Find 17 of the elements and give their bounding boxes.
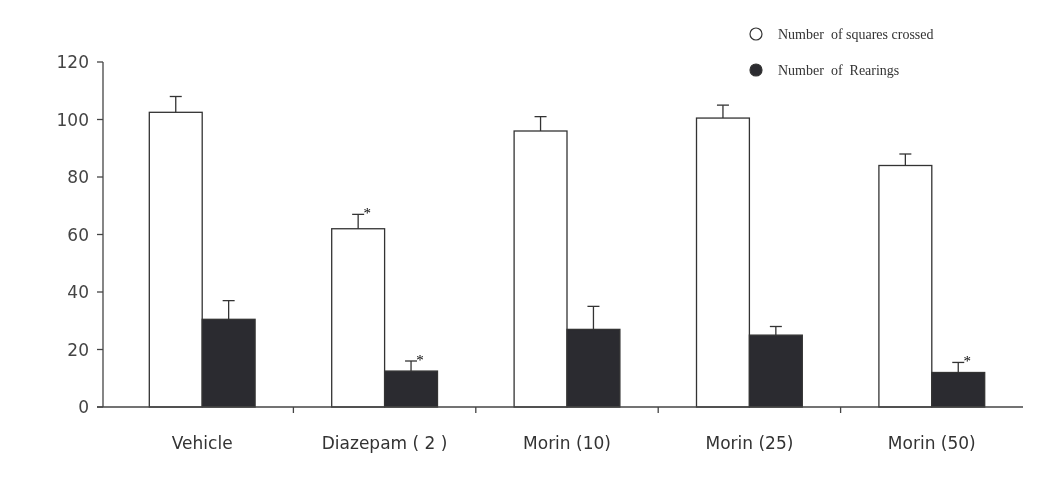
annotation: * bbox=[416, 352, 424, 368]
y-tick-label: 80 bbox=[67, 167, 89, 187]
x-tick-label: Morin (25) bbox=[705, 433, 794, 453]
y-tick-label: 0 bbox=[78, 397, 89, 417]
x-tick-label: Vehicle bbox=[171, 433, 233, 453]
x-tick-label: Morin (50) bbox=[887, 433, 976, 453]
y-tick-label: 60 bbox=[67, 224, 89, 245]
legend-label: Number of squares crossed bbox=[778, 27, 934, 42]
x-tick-label: Morin (10) bbox=[523, 433, 611, 453]
y-tick-label: 40 bbox=[67, 282, 89, 302]
y-tick-label: 100 bbox=[56, 109, 89, 130]
y-tick-label: 120 bbox=[56, 52, 89, 72]
y-tick-label: 20 bbox=[67, 339, 89, 360]
x-tick-label: Diazepam ( 2 ) bbox=[321, 433, 448, 453]
legend-label: Number of Rearings bbox=[778, 63, 900, 78]
annotation: * bbox=[963, 353, 971, 370]
annotation: * bbox=[363, 205, 371, 222]
